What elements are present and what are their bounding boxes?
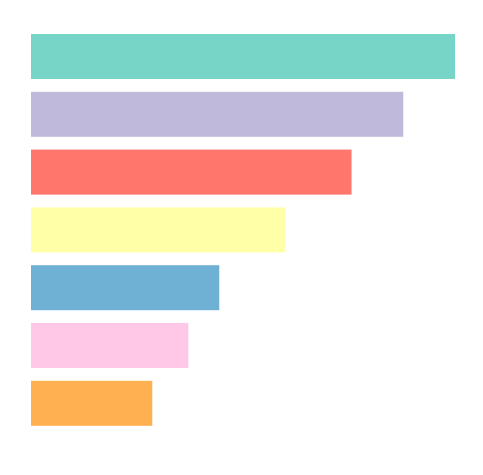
- bar-2: [31, 91, 404, 137]
- bar-1: [31, 34, 455, 79]
- bar-5: [31, 265, 220, 311]
- bar-6: [31, 323, 189, 368]
- bar-3: [31, 149, 352, 195]
- bar-7: [31, 380, 153, 426]
- bar-4: [31, 207, 285, 253]
- bars-group: [31, 34, 455, 426]
